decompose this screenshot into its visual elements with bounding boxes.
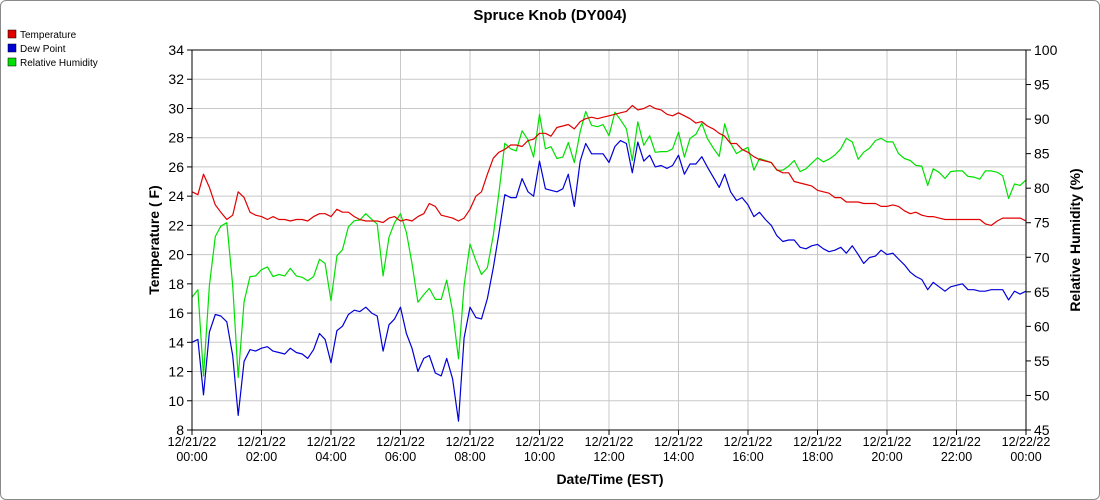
x-tick-date: 12/22/22 bbox=[1002, 435, 1051, 449]
x-tick-time: 06:00 bbox=[385, 450, 416, 464]
x-tick-label: 12/21/22 20:00 bbox=[863, 435, 912, 464]
y-right-tick-label: 45 bbox=[1034, 422, 1050, 438]
x-tick-label: 12/21/22 16:00 bbox=[724, 435, 773, 464]
x-tick-label: 12/21/22 02:00 bbox=[237, 435, 286, 464]
x-axis-label: Date/Time (EST) bbox=[556, 471, 663, 487]
x-tick-date: 12/21/22 bbox=[237, 435, 286, 449]
x-tick-date: 12/21/22 bbox=[168, 435, 217, 449]
y-axis-right-label: Relative Humidity (%) bbox=[1067, 168, 1083, 311]
x-tick-label: 12/21/22 18:00 bbox=[793, 435, 842, 464]
x-tick-time: 00:00 bbox=[1010, 450, 1041, 464]
legend-item-temperature: Temperature bbox=[7, 29, 77, 41]
x-tick-time: 18:00 bbox=[802, 450, 833, 464]
y-right-tick-label: 65 bbox=[1034, 284, 1050, 300]
y-right-tick-label: 90 bbox=[1034, 111, 1050, 127]
y-axis-left-label: Temperature ( F) bbox=[146, 185, 162, 294]
series-line-temperature bbox=[191, 104, 1027, 226]
y-right-tick-label: 85 bbox=[1034, 146, 1050, 162]
series-line-relative-humidity bbox=[191, 110, 1027, 379]
x-tick-date: 12/21/22 bbox=[307, 435, 356, 449]
legend-label-dew-point: Dew Point bbox=[20, 44, 66, 55]
x-tick-label: 12/22/22 00:00 bbox=[1002, 435, 1051, 464]
y-left-tick-label: 18 bbox=[168, 276, 184, 292]
y-right-tick-label: 100 bbox=[1034, 42, 1058, 58]
y-left-tick-label: 24 bbox=[168, 188, 184, 204]
series-line-dew-point bbox=[191, 140, 1027, 422]
legend-item-relative-humidity: Relative Humidity bbox=[7, 57, 98, 69]
y-left-tick-label: 20 bbox=[168, 247, 184, 263]
x-tick-label: 12/21/22 08:00 bbox=[446, 435, 495, 464]
x-tick-label: 12/21/22 14:00 bbox=[654, 435, 703, 464]
y-right-tick-label: 75 bbox=[1034, 215, 1050, 231]
x-tick-label: 12/21/22 10:00 bbox=[515, 435, 564, 464]
y-right-tick-label: 80 bbox=[1034, 180, 1050, 196]
x-tick-date: 12/21/22 bbox=[585, 435, 634, 449]
x-tick-time: 20:00 bbox=[871, 450, 902, 464]
x-tick-date: 12/21/22 bbox=[376, 435, 425, 449]
grid bbox=[191, 49, 1027, 431]
x-tick-time: 02:00 bbox=[246, 450, 277, 464]
y-left-tick-label: 26 bbox=[168, 159, 184, 175]
x-tick-time: 10:00 bbox=[524, 450, 555, 464]
x-tick-label: 12/21/22 00:00 bbox=[168, 435, 217, 464]
x-tick-time: 08:00 bbox=[454, 450, 485, 464]
y-left-tick-label: 16 bbox=[168, 305, 184, 321]
legend-label-relative-humidity: Relative Humidity bbox=[20, 58, 98, 69]
y-left-tick-label: 34 bbox=[168, 42, 184, 58]
y-left-tick-label: 10 bbox=[168, 393, 184, 409]
y-right-tick-label: 55 bbox=[1034, 353, 1050, 369]
x-tick-time: 12:00 bbox=[593, 450, 624, 464]
legend-item-dew-point: Dew Point bbox=[7, 43, 66, 55]
x-tick-time: 00:00 bbox=[176, 450, 207, 464]
legend-label-temperature: Temperature bbox=[20, 30, 77, 41]
x-tick-date: 12/21/22 bbox=[724, 435, 773, 449]
legend: Temperature Dew Point Relative Humidity bbox=[7, 29, 98, 69]
y-left-tick-label: 14 bbox=[168, 334, 184, 350]
x-tick-label: 12/21/22 12:00 bbox=[585, 435, 634, 464]
x-tick-date: 12/21/22 bbox=[446, 435, 495, 449]
y-axis-left: 8 10 12 14 16 18 20 22 24 26 28 30 32 34 bbox=[168, 42, 192, 438]
x-tick-time: 14:00 bbox=[663, 450, 694, 464]
y-right-tick-label: 60 bbox=[1034, 318, 1050, 334]
y-right-tick-label: 70 bbox=[1034, 249, 1050, 265]
x-tick-time: 22:00 bbox=[941, 450, 972, 464]
legend-swatch-temperature bbox=[7, 29, 17, 39]
legend-swatch-relative-humidity bbox=[7, 57, 17, 67]
y-left-tick-label: 28 bbox=[168, 130, 184, 146]
x-tick-date: 12/21/22 bbox=[793, 435, 842, 449]
y-right-tick-label: 50 bbox=[1034, 387, 1050, 403]
chart-title: Spruce Knob (DY004) bbox=[473, 7, 626, 24]
y-axis-right: 45 50 55 60 65 70 75 80 85 90 95 100 bbox=[1026, 42, 1058, 438]
x-tick-time: 16:00 bbox=[732, 450, 763, 464]
y-left-tick-label: 30 bbox=[168, 100, 184, 116]
x-tick-label: 12/21/22 06:00 bbox=[376, 435, 425, 464]
y-left-tick-label: 32 bbox=[168, 71, 184, 87]
x-tick-date: 12/21/22 bbox=[654, 435, 703, 449]
x-tick-date: 12/21/22 bbox=[932, 435, 981, 449]
y-right-tick-label: 95 bbox=[1034, 77, 1050, 93]
series-layer bbox=[191, 104, 1027, 422]
y-left-tick-label: 12 bbox=[168, 364, 184, 380]
legend-swatch-dew-point bbox=[7, 43, 17, 53]
y-left-tick-label: 8 bbox=[176, 422, 184, 438]
x-tick-date: 12/21/22 bbox=[863, 435, 912, 449]
x-tick-label: 12/21/22 22:00 bbox=[932, 435, 981, 464]
x-tick-label: 12/21/22 04:00 bbox=[307, 435, 356, 464]
x-tick-time: 04:00 bbox=[315, 450, 346, 464]
x-tick-date: 12/21/22 bbox=[515, 435, 564, 449]
y-left-tick-label: 22 bbox=[168, 217, 184, 233]
